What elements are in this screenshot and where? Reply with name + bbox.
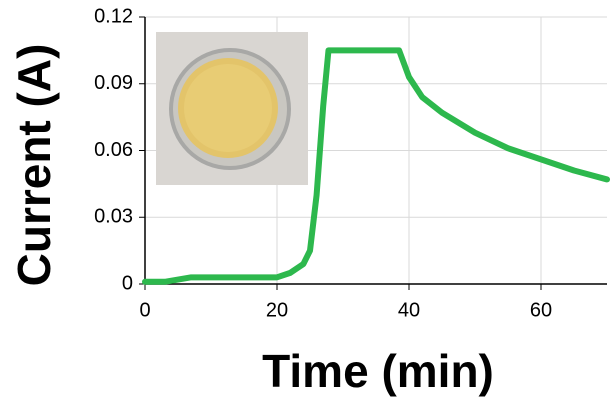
x-tick-label: 40: [398, 299, 420, 321]
x-axis-title: Time (min): [262, 345, 494, 397]
x-tick-label: 0: [139, 299, 150, 321]
x-tick-label: 60: [530, 299, 552, 321]
y-tick-label: 0.06: [94, 139, 133, 161]
y-tick-label: 0: [122, 272, 133, 294]
plot-area: 0 0.03 0.06 0.09 0.12 0 20 40 60: [94, 5, 610, 321]
y-tick-label: 0.09: [94, 72, 133, 94]
y-axis-title: Current (A): [8, 44, 60, 287]
y-tick-label: 0.12: [94, 5, 133, 27]
y-tick-label: 0.03: [94, 206, 133, 228]
x-tick-label: 20: [266, 299, 288, 321]
data-line: [142, 47, 610, 285]
inset-photo: [156, 32, 308, 185]
